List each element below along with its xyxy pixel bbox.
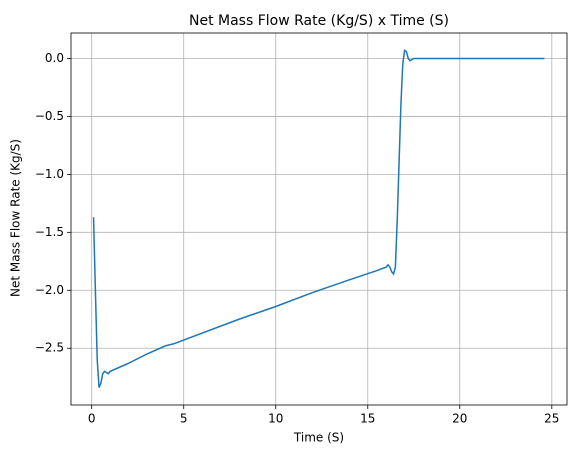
x-tick-label: 20 <box>452 412 467 426</box>
y-axis-label: Net Mass Flow Rate (Kg/S) <box>9 139 23 297</box>
x-tick-label: 15 <box>360 412 375 426</box>
x-tick-label: 0 <box>88 412 96 426</box>
data-line <box>92 49 545 388</box>
y-tick-label: 0.0 <box>45 51 64 65</box>
y-tick-label: −0.5 <box>35 109 64 123</box>
y-tick-label: −2.5 <box>35 341 64 355</box>
x-tick-label: 5 <box>180 412 188 426</box>
y-tick-label: −1.5 <box>35 225 64 239</box>
plot-frame <box>70 32 568 406</box>
chart-title: Net Mass Flow Rate (Kg/S) x Time (S) <box>189 13 449 29</box>
x-tick-label: 25 <box>544 412 559 426</box>
x-axis-label: Time (S) <box>293 431 344 445</box>
y-tick-label: −2.0 <box>35 283 64 297</box>
x-tick-label: 10 <box>268 412 283 426</box>
y-tick-label: −1.0 <box>35 167 64 181</box>
